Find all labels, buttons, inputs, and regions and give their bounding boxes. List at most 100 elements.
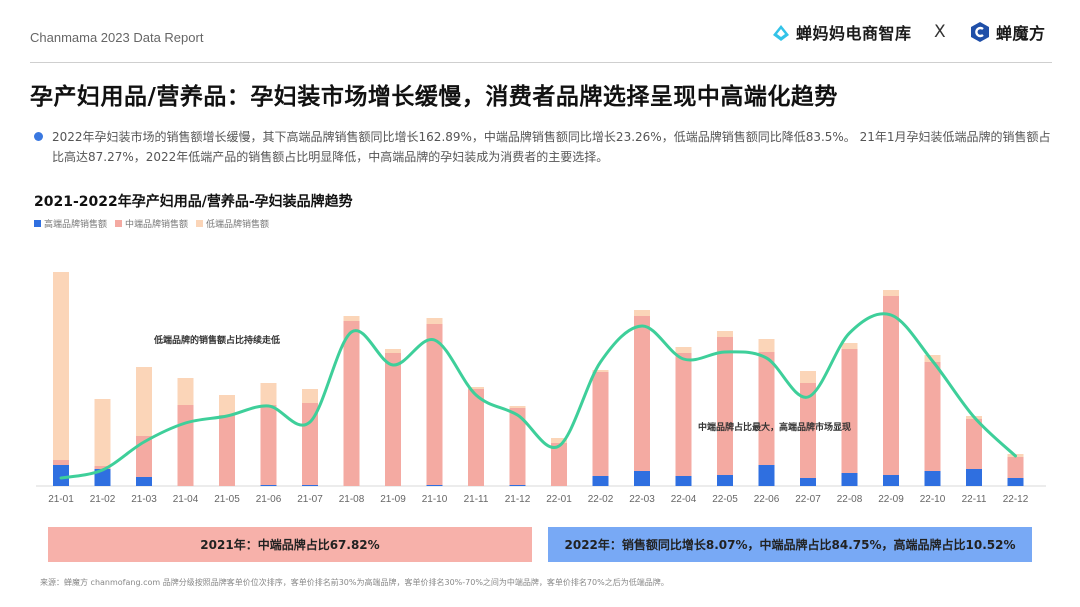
brand-left-text: 蝉妈妈电商智库	[796, 24, 912, 43]
bar-segment-high-21-07	[302, 485, 318, 486]
bar-segment-mid-21-05	[219, 415, 235, 486]
bar-segment-low-21-05	[219, 395, 235, 415]
bar-segment-mid-22-03	[634, 316, 650, 471]
bar-segment-low-21-12	[509, 406, 526, 408]
bar-segment-mid-22-05	[717, 337, 733, 475]
x-tick-label: 22-02	[588, 494, 614, 505]
bar-segment-mid-22-01	[551, 443, 567, 486]
bar-segment-low-21-03	[136, 367, 152, 436]
x-tick-label: 22-04	[671, 494, 697, 505]
bar-segment-low-21-02	[94, 399, 111, 466]
bar-segment-low-21-10	[426, 318, 443, 324]
x-tick-label: 21-12	[505, 494, 531, 505]
bar-segment-mid-22-11	[966, 419, 982, 469]
bar-segment-high-22-09	[883, 475, 899, 486]
bar-segment-mid-22-08	[841, 349, 858, 473]
bar-segment-high-22-10	[924, 471, 941, 486]
x-tick-label: 21-03	[131, 494, 157, 505]
summary-box-2021: 2021年：中端品牌占比67.82%	[48, 527, 532, 562]
bar-segment-mid-21-04	[177, 405, 194, 486]
legend-swatch-mid	[115, 220, 123, 227]
bar-segment-high-21-06	[260, 485, 277, 486]
bar-segment-low-21-09	[385, 349, 401, 353]
x-tick-label: 21-02	[90, 494, 116, 505]
bar-segment-mid-22-04	[675, 353, 692, 476]
legend-item-high: 高端品牌销售额	[34, 217, 107, 230]
top-bar: Chanmama 2023 Data Report 蝉妈妈电商智库 X 蝉魔方	[0, 0, 1080, 62]
bar-segment-high-22-06	[758, 465, 775, 486]
x-tick-label: 22-10	[920, 494, 946, 505]
brand-chanmama: 蝉妈妈电商智库	[770, 20, 912, 44]
bar-segment-low-21-11	[468, 387, 484, 389]
legend-swatch-high	[34, 220, 41, 227]
bar-segment-low-22-05	[717, 331, 733, 337]
summary-box-2022: 2022年：销售额同比增长8.07%，中端品牌占比84.75%，高端品牌占比10…	[548, 527, 1032, 562]
brand-chanmofang: 蝉魔方	[968, 20, 1046, 44]
x-tick-label: 21-11	[464, 494, 489, 505]
trend-line	[59, 312, 1017, 480]
bar-segment-low-22-03	[634, 310, 650, 316]
x-tick-label: 22-09	[878, 494, 904, 505]
bar-segment-mid-21-10	[426, 324, 443, 485]
x-tick-label: 21-04	[173, 494, 199, 505]
x-tick-label: 21-09	[380, 494, 406, 505]
bar-segment-mid-21-08	[343, 321, 360, 486]
footnote: 来源：蝉魔方 chanmofang.com 品牌分级按照品牌客单价位次排序，客单…	[40, 578, 669, 587]
x-tick-label: 21-08	[339, 494, 365, 505]
legend-label-low: 低端品牌销售额	[206, 220, 270, 230]
annotation-mid-end: 中端品牌占比最大，高端品牌市场显现	[698, 423, 852, 433]
bar-segment-mid-22-10	[924, 362, 941, 471]
bar-segment-low-22-07	[800, 371, 816, 383]
bar-segment-high-21-01	[53, 465, 69, 486]
bar-segment-mid-21-06	[260, 405, 277, 485]
bar-segment-low-21-08	[343, 316, 360, 321]
bar-segment-low-22-02	[592, 370, 609, 372]
bar-segment-high-22-02	[592, 476, 609, 486]
bar-segment-mid-21-12	[509, 408, 526, 485]
x-tick-label: 21-06	[256, 494, 282, 505]
x-tick-label: 22-07	[795, 494, 821, 505]
chanmofang-logo-icon	[971, 22, 989, 42]
legend-swatch-low	[196, 220, 204, 227]
x-tick-label: 22-12	[1003, 494, 1029, 505]
bar-segment-low-21-07	[302, 389, 318, 403]
header-divider	[30, 62, 1052, 63]
bar-segment-low-22-09	[883, 290, 899, 296]
bar-segment-mid-22-07	[800, 383, 816, 478]
annotation-low-end: 低端品牌的销售额占比持续走低	[154, 336, 281, 346]
legend-item-mid: 中端品牌销售额	[115, 217, 188, 230]
x-tick-label: 21-05	[214, 494, 240, 505]
bar-segment-high-22-08	[841, 473, 858, 486]
bar-segment-high-21-03	[136, 477, 152, 486]
bar-segment-low-21-06	[260, 383, 277, 405]
stacked-bar-chart: 21-01 21-02 21-03 21-04 21-05 21-06 21-07 21-08…	[36, 272, 1046, 505]
bullet-icon	[34, 132, 43, 141]
bar-segment-high-22-07	[800, 478, 816, 486]
chart-title: 2021-2022年孕产妇用品/营养品-孕妇装品牌趋势	[34, 194, 353, 210]
bar-segment-low-22-01	[551, 438, 567, 443]
x-tick-label: 22-05	[712, 494, 738, 505]
bar-segment-low-21-01	[53, 272, 69, 460]
chart-legend: 高端品牌销售额 中端品牌销售额 低端品牌销售额	[34, 217, 277, 230]
bar-segment-high-22-03	[634, 471, 650, 486]
bar-segment-mid-21-09	[385, 353, 401, 486]
x-tick-label: 22-06	[754, 494, 780, 505]
bar-segment-low-22-06	[758, 339, 775, 352]
bar-segment-high-21-12	[509, 485, 526, 486]
legend-item-low: 低端品牌销售额	[196, 217, 269, 230]
bar-segment-high-22-04	[675, 476, 692, 486]
legend-label-high: 高端品牌销售额	[44, 220, 108, 230]
chanmama-logo-icon	[773, 25, 789, 41]
page-title: 孕产妇用品/营养品：孕妇装市场增长缓慢，消费者品牌选择呈现中高端化趋势	[30, 84, 838, 110]
x-tick-label: 22-01	[546, 494, 572, 505]
brand-separator: X	[934, 22, 946, 42]
report-label: Chanmama 2023 Data Report	[30, 30, 204, 45]
bar-segment-high-21-02	[94, 469, 111, 486]
bar-segment-high-22-05	[717, 475, 733, 486]
bar-segment-mid-22-09	[883, 296, 899, 475]
x-tick-label: 22-08	[837, 494, 863, 505]
x-tick-label: 22-03	[629, 494, 655, 505]
bar-segment-mid-22-02	[592, 372, 609, 476]
x-tick-label: 21-07	[297, 494, 323, 505]
bar-segment-low-21-04	[177, 378, 194, 405]
